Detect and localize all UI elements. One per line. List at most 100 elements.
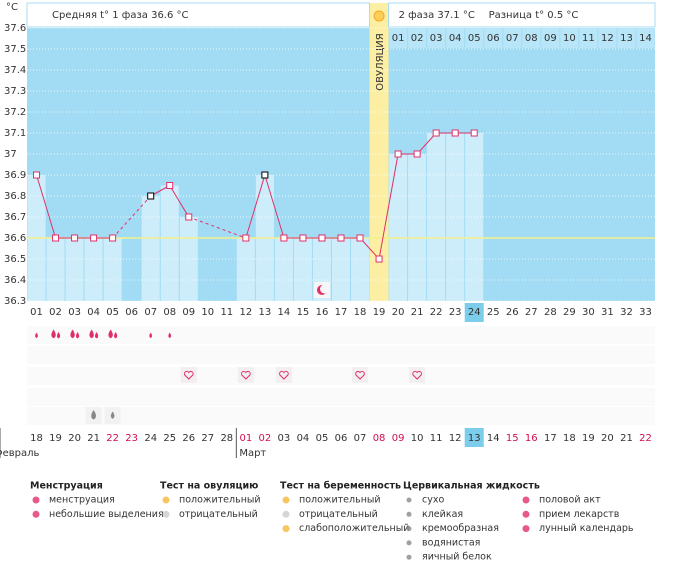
cycle-day: 07 — [144, 307, 157, 318]
date: 16 — [525, 433, 538, 444]
phase2-day: 04 — [449, 33, 462, 44]
cycle-day: 01 — [30, 307, 43, 318]
phase2-day: 10 — [563, 33, 576, 44]
menstruation-heavy — [51, 329, 56, 339]
phase2-day: 03 — [430, 33, 443, 44]
y-tick-label: 36.5 — [4, 254, 26, 265]
temp-point — [185, 213, 193, 221]
temp-point — [451, 129, 459, 137]
legend-icon — [406, 526, 412, 532]
menstruation-heavy — [108, 329, 113, 339]
date: 18 — [563, 433, 576, 444]
temp-column — [160, 185, 179, 301]
phase2-day: 01 — [392, 33, 405, 44]
menstruation-heavy — [89, 329, 94, 339]
temp-gap-segment — [188, 216, 247, 239]
phase2-day: 07 — [506, 33, 519, 44]
sun-icon — [373, 10, 385, 22]
phase2-cell — [484, 28, 503, 48]
sex-cell — [352, 367, 369, 383]
temp-point — [147, 192, 155, 200]
temp-point — [71, 234, 79, 242]
cycle-day: 09 — [182, 307, 195, 318]
phase2-day: 02 — [411, 33, 424, 44]
legend-icon — [282, 496, 290, 504]
month: Февраль — [0, 448, 40, 459]
temp-column — [84, 238, 103, 301]
y-tick-label: 36.9 — [4, 170, 26, 181]
ovulation-column — [369, 3, 389, 301]
cycle-day: 12 — [239, 307, 252, 318]
cycle-day: 06 — [125, 307, 138, 318]
icon-row — [27, 388, 655, 406]
legend-item: сухо — [422, 495, 444, 506]
legend-icon — [162, 510, 170, 518]
legend-item: яичный белок — [422, 552, 492, 563]
date: 07 — [354, 433, 367, 444]
phase2-cell — [636, 28, 655, 48]
date: 28 — [220, 433, 233, 444]
phase2-cell — [598, 28, 617, 48]
cycle-day: 05 — [106, 307, 119, 318]
icon-row — [27, 326, 655, 344]
sex-cell — [409, 367, 426, 383]
sex-icon — [279, 370, 289, 380]
cycle-day: 27 — [525, 307, 538, 318]
legend-item: отрицательный — [299, 509, 378, 520]
legend-item: половой акт — [539, 495, 601, 506]
legend-title: Тест на овуляцию — [160, 481, 258, 492]
menstruation-light — [35, 332, 38, 339]
temp-column — [236, 238, 255, 301]
cycle-day: 16 — [316, 307, 329, 318]
date: 18 — [30, 433, 43, 444]
menstruation-light — [149, 332, 153, 339]
legend-item: прием лекарств — [539, 509, 620, 520]
legend-icon — [522, 510, 530, 518]
cycle-day: 21 — [411, 307, 424, 318]
date: 13 — [468, 433, 481, 444]
legend-item: отрицательный — [179, 509, 258, 520]
phase2-day: 13 — [620, 33, 633, 44]
phase2-day: 12 — [601, 33, 614, 44]
phase2-cell — [522, 28, 541, 48]
date: 19 — [49, 433, 62, 444]
ovulation-label: ОВУЛЯЦИЯ — [375, 33, 386, 91]
temp-segment — [264, 174, 285, 239]
temp-segment — [36, 174, 57, 239]
sex-cell — [237, 367, 254, 383]
y-tick-label: 36.4 — [4, 275, 26, 286]
cycle-day: 22 — [430, 307, 443, 318]
y-unit: °C — [6, 2, 18, 13]
y-tick-label: 36.6 — [4, 233, 26, 244]
phase2-cell — [408, 28, 427, 48]
temp-point — [432, 129, 440, 137]
date: 12 — [449, 433, 462, 444]
cycle-day: 03 — [68, 307, 81, 318]
y-tick-label: 36.8 — [4, 191, 26, 202]
icon-row — [27, 367, 655, 385]
sex-icon — [241, 370, 251, 380]
today-cell — [464, 303, 484, 322]
phase2-day: 05 — [468, 33, 481, 44]
date: 01 — [239, 433, 252, 444]
date: 06 — [335, 433, 348, 444]
temp-column — [141, 196, 160, 301]
cycle-day: 26 — [506, 307, 519, 318]
phase2-day: 08 — [525, 33, 538, 44]
cycle-day: 28 — [544, 307, 557, 318]
temp-column — [351, 238, 370, 301]
date: 25 — [163, 433, 176, 444]
cycle-day: 20 — [392, 307, 405, 318]
legend-icon — [162, 496, 170, 504]
temp-point — [394, 150, 402, 158]
y-tick-label: 37.2 — [4, 107, 26, 118]
temp-column — [65, 238, 84, 301]
sex-icon — [355, 370, 365, 380]
date: 04 — [297, 433, 310, 444]
date: 21 — [87, 433, 100, 444]
cycle-day: 17 — [335, 307, 348, 318]
menstruation-light — [168, 332, 172, 339]
legend-icon — [406, 540, 412, 546]
legend-item: небольшие выделения — [49, 509, 164, 520]
date: 02 — [259, 433, 272, 444]
